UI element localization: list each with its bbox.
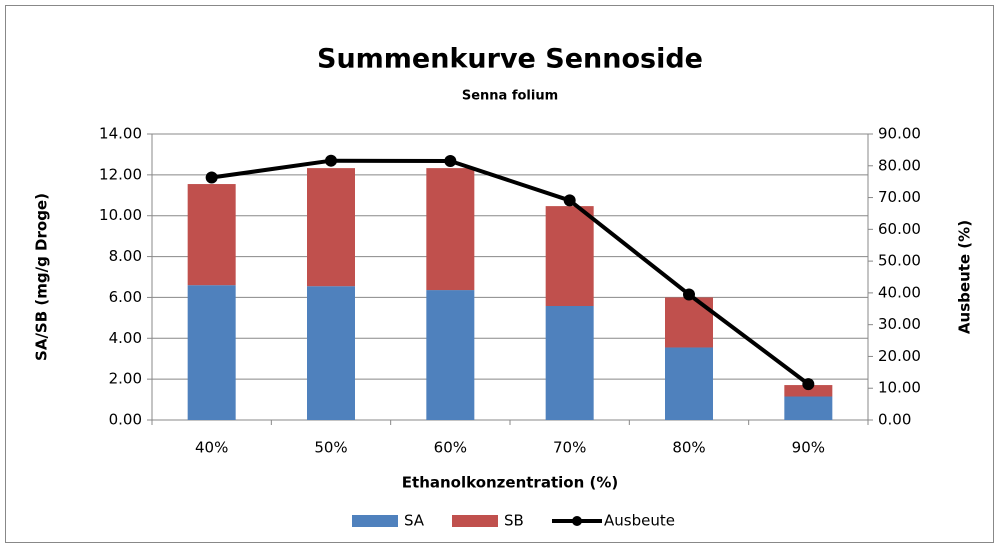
marker (802, 378, 815, 391)
bar (784, 385, 833, 397)
marker (325, 154, 337, 167)
y-tick-label: 14.00 (99, 125, 142, 143)
marker (683, 288, 695, 301)
bar (426, 168, 475, 291)
marker (444, 155, 457, 168)
y2-tick-label: 40.00 (878, 283, 921, 301)
y2-tick-label: 80.00 (878, 156, 921, 174)
y-tick-label: 0.00 (109, 411, 142, 429)
x-tick-label: 70% (553, 439, 586, 457)
bar (784, 396, 833, 420)
legend-swatch (452, 515, 498, 527)
bar (187, 184, 236, 286)
bar (187, 285, 236, 420)
y2-tick-label: 70.00 (878, 188, 921, 206)
y-tick-label: 12.00 (99, 165, 142, 183)
y2-axis-label: Ausbeute (%) (956, 220, 974, 334)
chart-subtitle: Senna folium (462, 89, 558, 104)
y-tick-label: 4.00 (109, 329, 142, 347)
legend-label: SB (504, 512, 524, 530)
legend-swatch (352, 515, 398, 527)
bar (545, 306, 594, 420)
chart-title: Summenkurve Sennoside (317, 44, 703, 75)
bar (307, 168, 355, 287)
y2-tick-label: 60.00 (878, 220, 921, 238)
y-tick-label: 2.00 (109, 370, 142, 388)
bar (307, 286, 355, 420)
marker (563, 194, 576, 207)
y2-tick-label: 20.00 (878, 347, 921, 365)
bar (426, 290, 475, 420)
line (211, 158, 810, 386)
y2-tick-label: 30.00 (878, 315, 921, 333)
y-axis-label: SA/SB (mg/g Droge) (33, 193, 51, 361)
y-tick-label: 10.00 (99, 206, 142, 224)
x-axis-label: Ethanolkonzentration (%) (402, 474, 618, 492)
x-tick-label: 90% (792, 439, 825, 457)
legend-label: Ausbeute (604, 512, 675, 530)
y2-tick-label: 0.00 (878, 411, 911, 429)
bar (545, 206, 594, 307)
y-tick-label: 8.00 (109, 247, 142, 265)
marker (205, 171, 218, 184)
legend-marker (572, 516, 582, 526)
y2-tick-label: 10.00 (878, 379, 921, 397)
x-tick-label: 80% (672, 439, 705, 457)
chart-frame (5, 5, 994, 543)
y2-tick-label: 90.00 (878, 125, 921, 143)
x-tick-label: 40% (195, 439, 228, 457)
legend-label: SA (404, 512, 425, 530)
x-tick-label: 60% (434, 439, 467, 457)
bar (665, 347, 713, 420)
y-tick-label: 6.00 (109, 288, 142, 306)
x-tick-label: 50% (314, 439, 347, 457)
y2-tick-label: 50.00 (878, 252, 921, 270)
